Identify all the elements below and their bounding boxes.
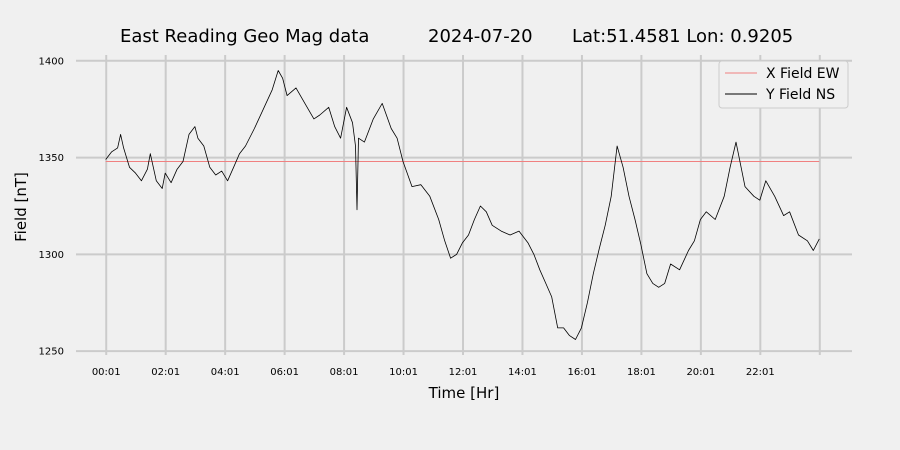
x-tick-label: 14:01 (508, 367, 537, 378)
y-axis-label: Field [nT] (12, 172, 30, 242)
series-lines (105, 70, 820, 340)
x-tick-label: 12:01 (449, 367, 478, 378)
x-tick-label: 08:01 (330, 367, 359, 378)
x-tick-label: 18:01 (627, 367, 656, 378)
x-tick-label: 04:01 (211, 367, 240, 378)
x-tick-label: 16:01 (568, 367, 597, 378)
legend-label-y-field: Y Field NS (765, 87, 835, 103)
x-tick-label: 10:01 (389, 367, 418, 378)
grid (76, 55, 852, 355)
legend-label-x-field: X Field EW (766, 66, 840, 82)
chart-title-main: East Reading Geo Mag data (120, 26, 369, 47)
y-tick-label: 1400 (39, 56, 64, 67)
tick-labels: 1250 1300 1350 1400 00:01 02:01 04:01 06:01 08:0… (39, 56, 775, 378)
y-tick-label: 1300 (39, 250, 64, 261)
chart-title-date: 2024-07-20 (428, 26, 533, 47)
series-line-y-field (105, 70, 820, 340)
y-tick-label: 1250 (39, 347, 64, 358)
x-axis-label: Time [Hr] (428, 384, 500, 402)
chart-title-location: Lat:51.4581 Lon: 0.9205 (572, 26, 793, 47)
x-tick-label: 20:01 (686, 367, 715, 378)
x-tick-label: 06:01 (270, 367, 299, 378)
y-tick-label: 1350 (39, 153, 64, 164)
x-tick-label: 00:01 (92, 367, 121, 378)
legend: X Field EW Y Field NS (718, 60, 849, 109)
x-tick-label: 22:01 (746, 367, 775, 378)
x-tick-label: 02:01 (151, 367, 180, 378)
